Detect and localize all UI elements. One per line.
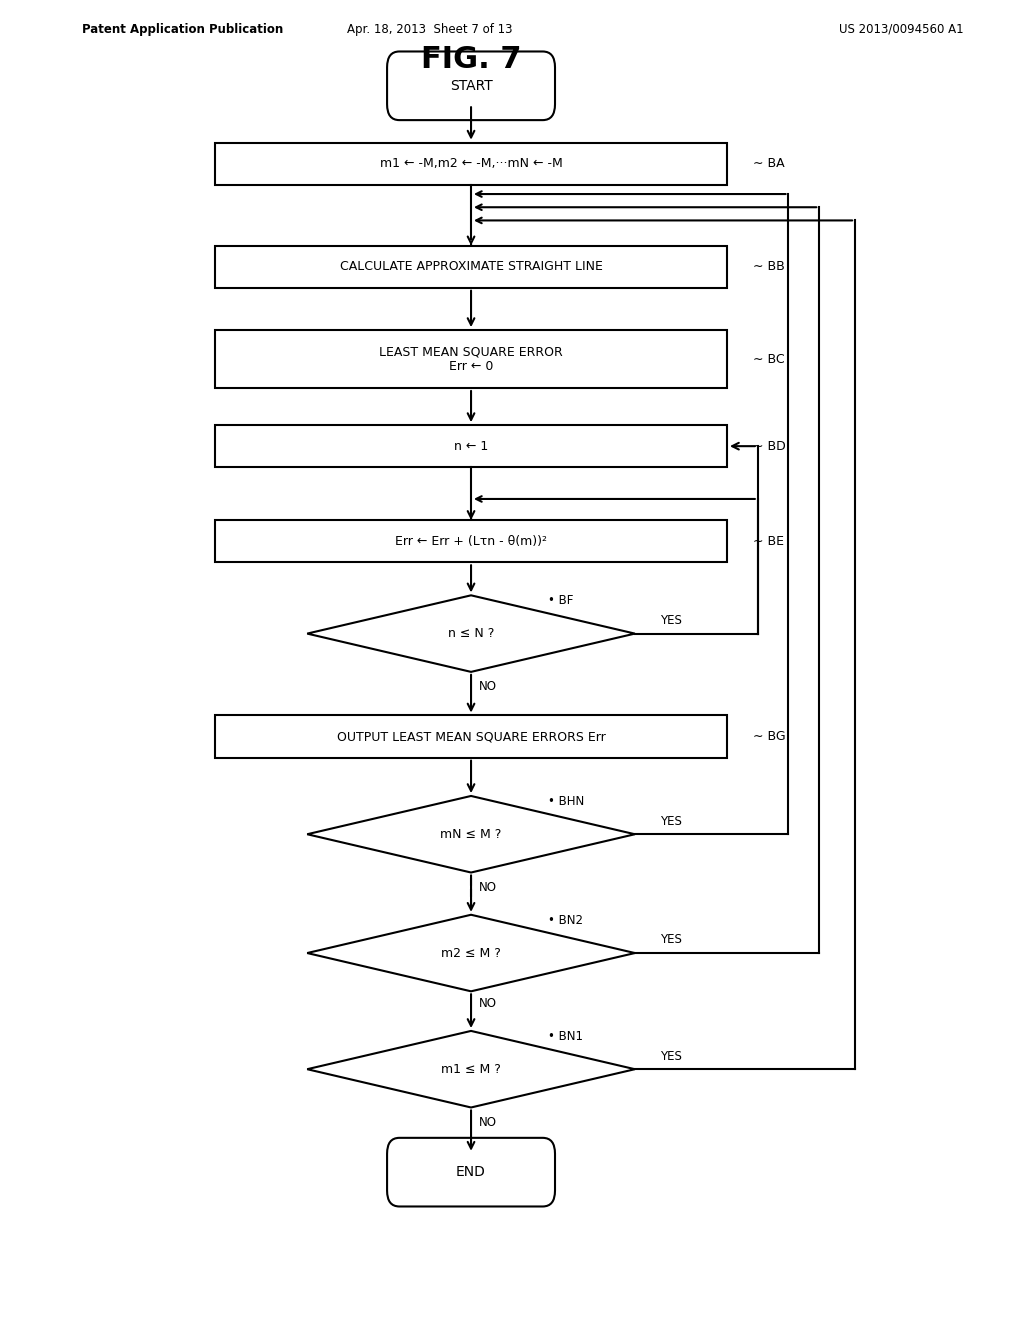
Text: YES: YES — [660, 614, 682, 627]
Text: START: START — [450, 79, 493, 92]
Bar — [215, 715, 727, 758]
Bar — [215, 246, 727, 288]
Text: • BHN: • BHN — [548, 795, 584, 808]
Text: • BN2: • BN2 — [548, 913, 583, 927]
Text: m1 ≤ M ?: m1 ≤ M ? — [441, 1063, 501, 1076]
Text: LEAST MEAN SQUARE ERROR
Err ← 0: LEAST MEAN SQUARE ERROR Err ← 0 — [379, 345, 563, 374]
Text: FIG. 7: FIG. 7 — [421, 45, 521, 74]
Text: Patent Application Publication: Patent Application Publication — [82, 22, 284, 36]
Text: Err ← Err + (Lτn - θ(m))²: Err ← Err + (Lτn - θ(m))² — [395, 535, 547, 548]
Text: NO: NO — [479, 680, 498, 693]
Text: • BF: • BF — [548, 594, 573, 607]
Text: US 2013/0094560 A1: US 2013/0094560 A1 — [839, 22, 964, 36]
Text: NO: NO — [479, 1115, 498, 1129]
Text: NO: NO — [479, 997, 498, 1010]
Text: ∼ BC: ∼ BC — [753, 352, 784, 366]
Bar — [215, 425, 727, 467]
Polygon shape — [307, 915, 635, 991]
Polygon shape — [307, 796, 635, 873]
Polygon shape — [307, 595, 635, 672]
Text: OUTPUT LEAST MEAN SQUARE ERRORS Err: OUTPUT LEAST MEAN SQUARE ERRORS Err — [337, 730, 605, 743]
Text: n ≤ N ?: n ≤ N ? — [447, 627, 495, 640]
FancyBboxPatch shape — [387, 1138, 555, 1206]
Text: ∼ BD: ∼ BD — [753, 440, 785, 453]
Text: NO: NO — [479, 880, 498, 894]
Bar — [215, 520, 727, 562]
Text: m1 ← -M,m2 ← -M,···mN ← -M: m1 ← -M,m2 ← -M,···mN ← -M — [380, 157, 562, 170]
Text: ∼ BB: ∼ BB — [753, 260, 784, 273]
Text: YES: YES — [660, 933, 682, 946]
Text: END: END — [456, 1166, 486, 1179]
Bar — [215, 330, 727, 388]
Text: ∼ BA: ∼ BA — [753, 157, 784, 170]
Text: YES: YES — [660, 1049, 682, 1063]
FancyBboxPatch shape — [387, 51, 555, 120]
Text: YES: YES — [660, 814, 682, 828]
Text: ∼ BE: ∼ BE — [753, 535, 783, 548]
Text: m2 ≤ M ?: m2 ≤ M ? — [441, 946, 501, 960]
Text: Apr. 18, 2013  Sheet 7 of 13: Apr. 18, 2013 Sheet 7 of 13 — [347, 22, 513, 36]
Polygon shape — [307, 1031, 635, 1107]
Text: CALCULATE APPROXIMATE STRAIGHT LINE: CALCULATE APPROXIMATE STRAIGHT LINE — [340, 260, 602, 273]
Text: ∼ BG: ∼ BG — [753, 730, 785, 743]
Bar — [215, 143, 727, 185]
Text: • BN1: • BN1 — [548, 1030, 583, 1043]
Text: n ← 1: n ← 1 — [454, 440, 488, 453]
Text: mN ≤ M ?: mN ≤ M ? — [440, 828, 502, 841]
